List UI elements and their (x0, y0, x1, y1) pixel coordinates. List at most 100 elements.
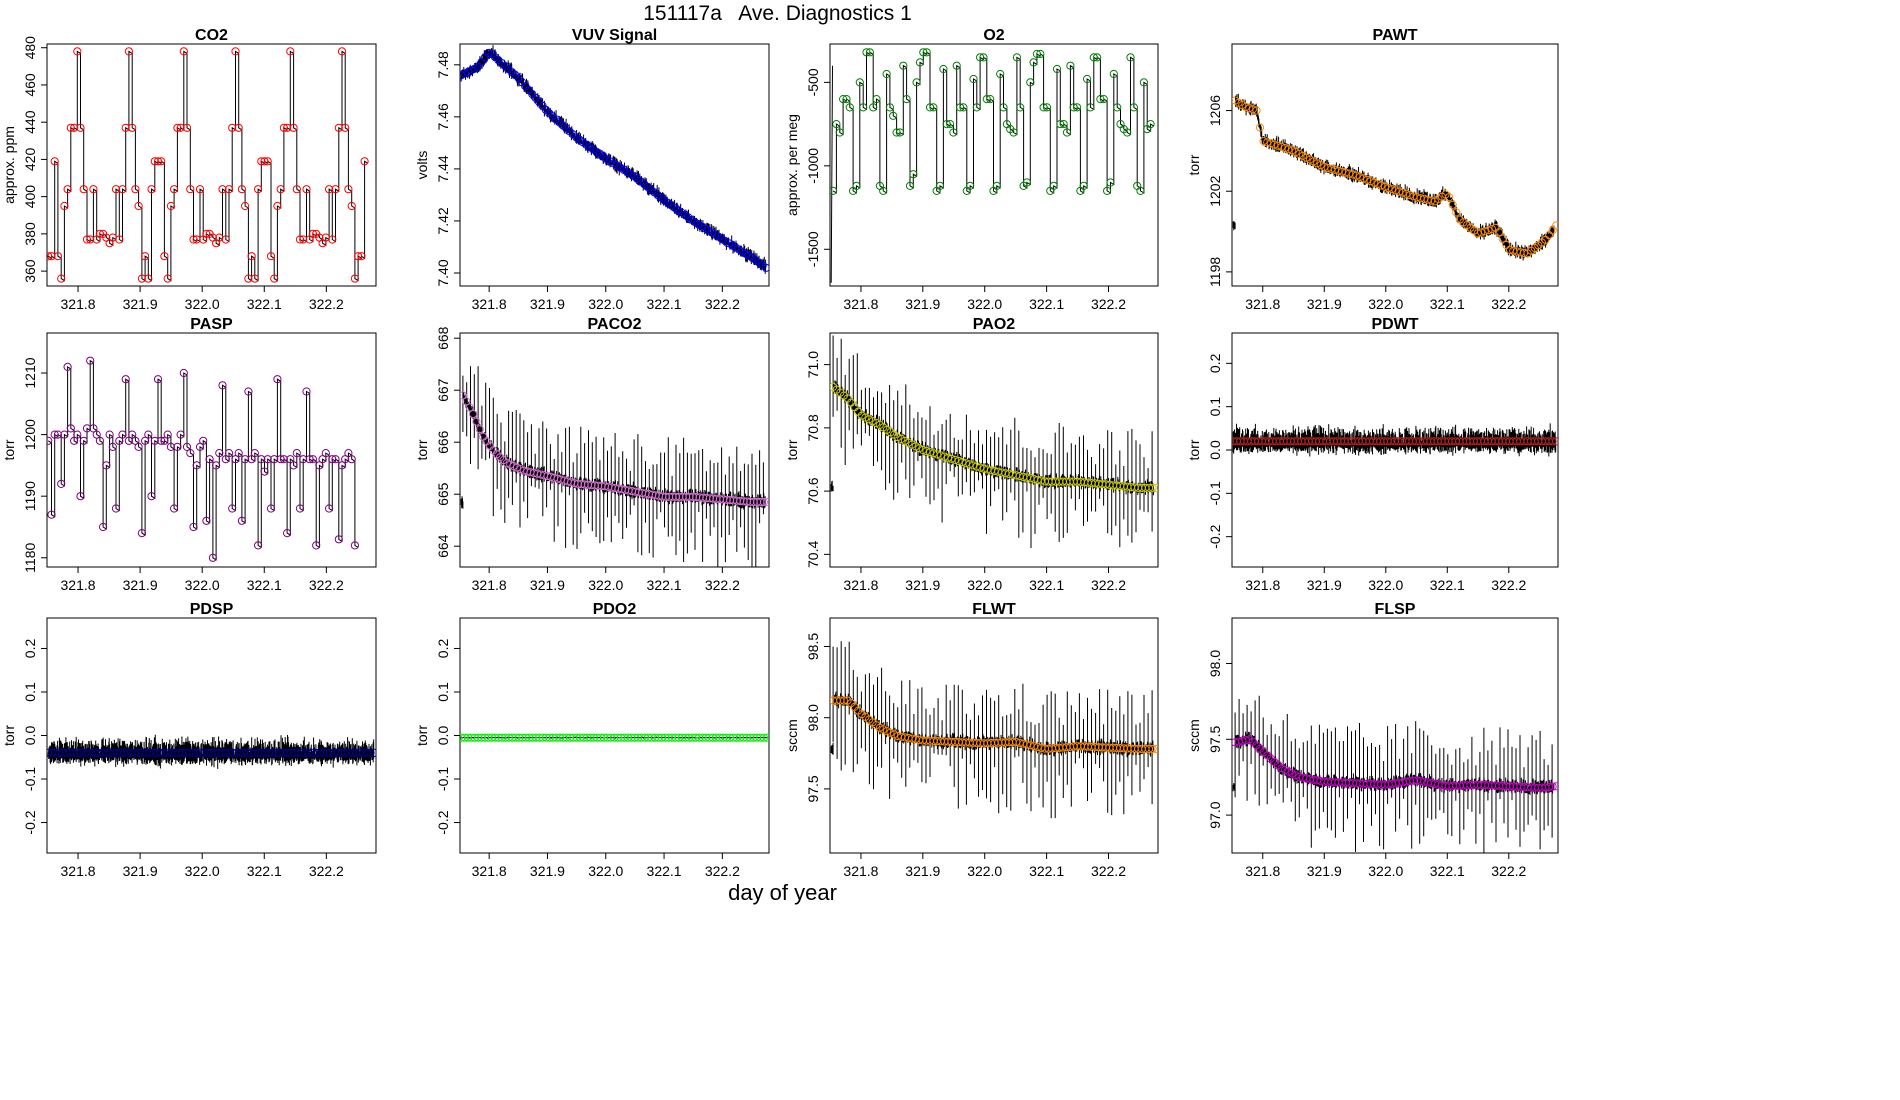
average-marker (302, 185, 311, 194)
average-marker (234, 123, 243, 132)
plot-area (460, 45, 769, 274)
y-tick-label: 1190 (22, 481, 38, 511)
average-marker (231, 47, 240, 56)
average-marker (925, 448, 935, 457)
raw-trace (47, 50, 369, 282)
average-marker (192, 461, 201, 470)
average-marker (299, 455, 308, 464)
average-marker (922, 447, 931, 456)
x-tick-label: 322.0 (1368, 863, 1403, 879)
average-marker (89, 424, 98, 433)
average-marker (1348, 170, 1357, 179)
plot-area (830, 48, 1155, 283)
average-marker (940, 452, 949, 461)
average-marker (1484, 226, 1493, 235)
average-marker (909, 170, 918, 179)
average-marker (1066, 61, 1075, 70)
x-tick-label: 321.9 (123, 577, 158, 593)
average-marker (289, 123, 298, 132)
average-marker (912, 78, 921, 87)
average-marker (354, 252, 363, 261)
x-tick-label: 322.0 (185, 296, 220, 312)
average-marker (1552, 782, 1558, 791)
x-tick-label: 322.2 (309, 296, 344, 312)
x-tick-label: 321.9 (530, 863, 565, 879)
plot-area (830, 641, 1158, 819)
average-marker (882, 727, 892, 736)
y-tick-label: 380 (22, 222, 38, 246)
plot-area (460, 733, 769, 742)
average-marker (295, 504, 305, 513)
average-marker (334, 123, 343, 132)
plot-frame (46, 617, 377, 854)
panel-title: PAWT (1372, 27, 1417, 44)
average-marker (1277, 142, 1286, 151)
average-marker (350, 541, 359, 550)
average-marker (260, 157, 269, 166)
x-tick-label: 322.0 (1368, 296, 1403, 312)
panel-title: CO2 (195, 27, 228, 44)
average-marker (279, 123, 288, 132)
y-axis-label: sccm (1186, 719, 1202, 752)
average-marker (163, 274, 172, 283)
average-marker (202, 516, 211, 525)
average-marker (1445, 193, 1454, 202)
x-tick-label: 322.0 (588, 577, 623, 593)
average-marker (163, 430, 172, 439)
average-marker (144, 274, 153, 283)
y-axis-label: torr (414, 439, 430, 460)
average-marker (969, 74, 978, 84)
plot-frame (829, 332, 1159, 568)
average-marker (762, 263, 769, 272)
average-marker (95, 229, 105, 238)
x-tick-label: 322.2 (705, 577, 740, 593)
average-marker (186, 185, 195, 194)
average-marker (918, 445, 927, 455)
average-marker (1052, 64, 1062, 74)
average-marker (111, 504, 121, 513)
average-marker (325, 504, 334, 513)
average-marker (1284, 145, 1293, 154)
average-marker (889, 111, 898, 120)
average-marker (1255, 123, 1265, 132)
x-tick-label: 322.1 (1029, 577, 1064, 593)
x-tick-label: 322.0 (967, 863, 1002, 879)
average-marker (1036, 49, 1045, 59)
y-tick-label: 0.2 (22, 639, 38, 659)
y-tick-label: -0.2 (435, 810, 451, 834)
average-marker (47, 252, 56, 261)
x-tick-label: 321.9 (905, 863, 940, 879)
x-axis-label: day of year (728, 880, 837, 905)
average-marker (1352, 171, 1361, 180)
x-tick-label: 322.2 (1091, 863, 1126, 879)
panel-pao2: PAO2 321.8 321.9 322.0 322.1 322.2 70.4 70.6 70.… (784, 316, 1159, 593)
average-marker (763, 733, 769, 742)
y-tick-label: 98.0 (1207, 650, 1223, 677)
average-marker (325, 185, 334, 194)
average-marker (57, 274, 66, 283)
average-marker (137, 529, 146, 538)
average-marker (160, 252, 169, 261)
average-marker (1059, 120, 1068, 129)
average-marker (128, 123, 137, 132)
y-tick-label: -1500 (805, 231, 821, 267)
average-marker (979, 53, 988, 62)
plot-frame (829, 617, 1159, 854)
average-marker (929, 449, 938, 458)
average-marker (328, 455, 337, 464)
x-tick-label: 322.2 (1091, 296, 1126, 312)
panel-co2: CO2 321.8 321.9 322.0 322.1 322.2 360 380 400 420… (1, 27, 377, 312)
average-marker (189, 522, 198, 532)
average-marker (53, 430, 63, 439)
average-marker (1123, 128, 1132, 137)
average-marker (892, 128, 901, 137)
x-tick-label: 322.2 (705, 863, 740, 879)
x-tick-label: 321.9 (123, 863, 158, 879)
average-marker (279, 455, 288, 464)
average-marker (257, 157, 266, 166)
average-marker (244, 387, 253, 396)
average-marker (157, 436, 166, 445)
average-marker (929, 103, 938, 112)
average-marker (1009, 128, 1018, 137)
x-tick-label: 322.1 (1029, 296, 1064, 312)
